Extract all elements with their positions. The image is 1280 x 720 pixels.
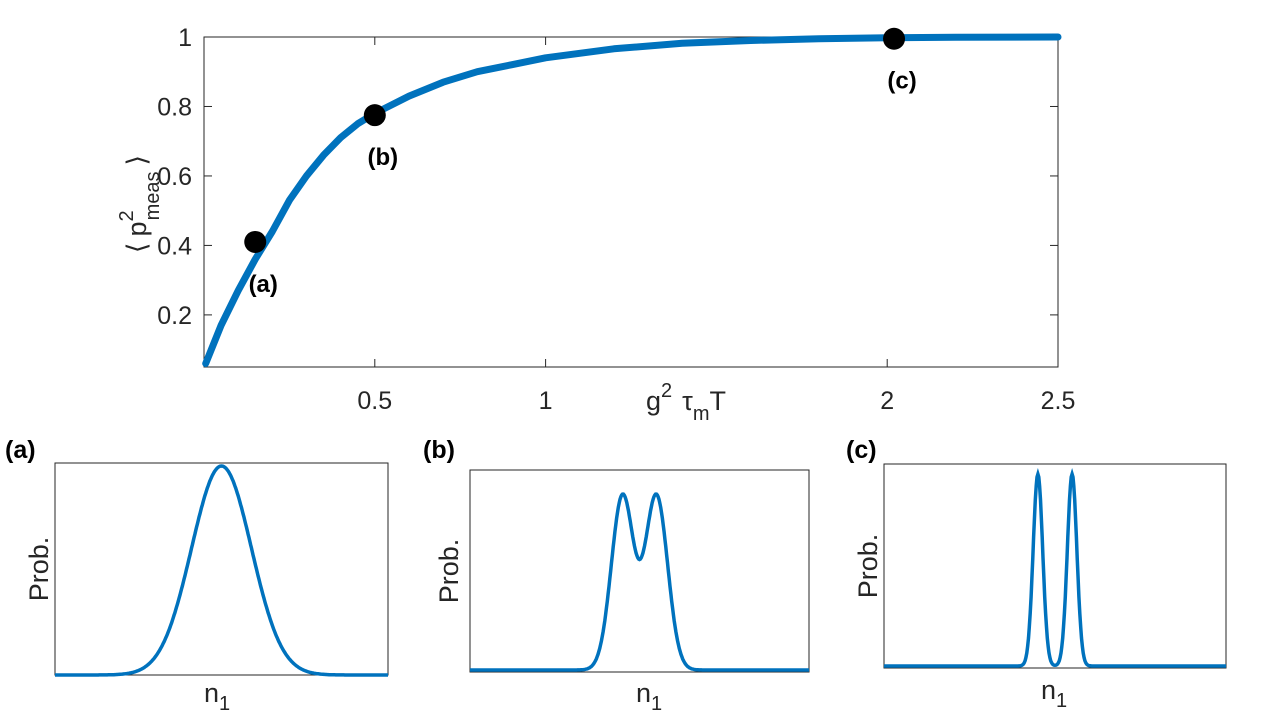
x-label-g-superscript: 2 [661, 380, 672, 402]
y-tick-label: 0.8 [157, 93, 192, 121]
panel-a-x-label-n: n [204, 678, 219, 708]
y-label-subscript: meas [142, 171, 164, 220]
y-label-p: p [122, 222, 152, 237]
panel-a-x-axis-label: n1 [204, 678, 230, 715]
panel-a-distribution-line [55, 464, 388, 677]
x-tick-label: 1 [539, 387, 553, 415]
marked-point-label: (c) [887, 68, 916, 95]
y-tick-label: 0.4 [157, 232, 192, 260]
panel-c-tag: (c) [846, 436, 877, 464]
main-ticks [204, 36, 1059, 367]
marked-point-label: (a) [249, 271, 278, 298]
y-label-superscript: 2 [116, 210, 138, 221]
main-chart: 0.5 1 2 2.50.20.40.60.81 (a)(b)(c) g2 τmT ⟨p… [116, 24, 1075, 425]
panel-a-x-label-subscript: 1 [219, 693, 230, 715]
x-label-g: g [646, 386, 661, 416]
panel-c-y-axis-label: Prob. [853, 534, 883, 599]
main-y-axis-label: ⟨ p2 meas ⟩ [116, 155, 164, 253]
marked-point [363, 104, 386, 127]
x-label-tau: τ [682, 386, 693, 416]
panel-c: (c) Prob. n1 [846, 436, 1227, 712]
marked-point [244, 230, 267, 253]
y-label-left-bracket: ⟨ [122, 243, 152, 254]
x-tick-label: 2 [880, 387, 894, 415]
panel-b-frame [469, 469, 810, 673]
panel-c-x-label-subscript: 1 [1056, 690, 1067, 712]
panel-c-frame [883, 463, 1227, 669]
panel-a-tag: (a) [5, 436, 36, 464]
panel-a: (a) Prob. n1 [5, 436, 389, 715]
marked-point [883, 27, 906, 50]
x-tick-label: 0.5 [357, 387, 392, 415]
x-tick-label: 2.5 [1041, 387, 1076, 415]
main-plot-frame [203, 36, 1059, 368]
panel-b-x-label-n: n [636, 678, 651, 708]
panel-c-x-axis-label: n1 [1041, 675, 1067, 712]
y-tick-label: 0.6 [157, 163, 192, 191]
y-tick-label: 0.2 [157, 302, 192, 330]
panel-b: (b) Prob. n1 [423, 436, 810, 715]
panel-b-distribution-line [470, 492, 809, 672]
panel-b-x-label-subscript: 1 [651, 693, 662, 715]
panel-b-tag: (b) [423, 436, 455, 464]
x-label-T: T [710, 386, 727, 416]
y-label-right-bracket: ⟩ [122, 155, 152, 166]
panel-a-frame [54, 462, 389, 676]
y-tick-label: 1 [178, 24, 192, 52]
x-label-tau-subscript: m [693, 403, 710, 425]
marked-point-label: (b) [367, 144, 398, 171]
panel-a-y-axis-label: Prob. [24, 537, 54, 602]
main-tick-labels: 0.5 1 2 2.5 0.2 0.4 0.6 0.8 1 [157, 24, 1075, 415]
panel-c-x-label-n: n [1041, 675, 1056, 705]
panel-c-distribution-line [884, 468, 1226, 668]
series-line [202, 33, 1062, 367]
panel-b-x-axis-label: n1 [636, 678, 662, 715]
panel-b-y-axis-label: Prob. [434, 539, 464, 604]
main-x-axis-label: g2 τmT [646, 380, 726, 425]
marked-points: (a) (b) (c) [244, 27, 917, 298]
